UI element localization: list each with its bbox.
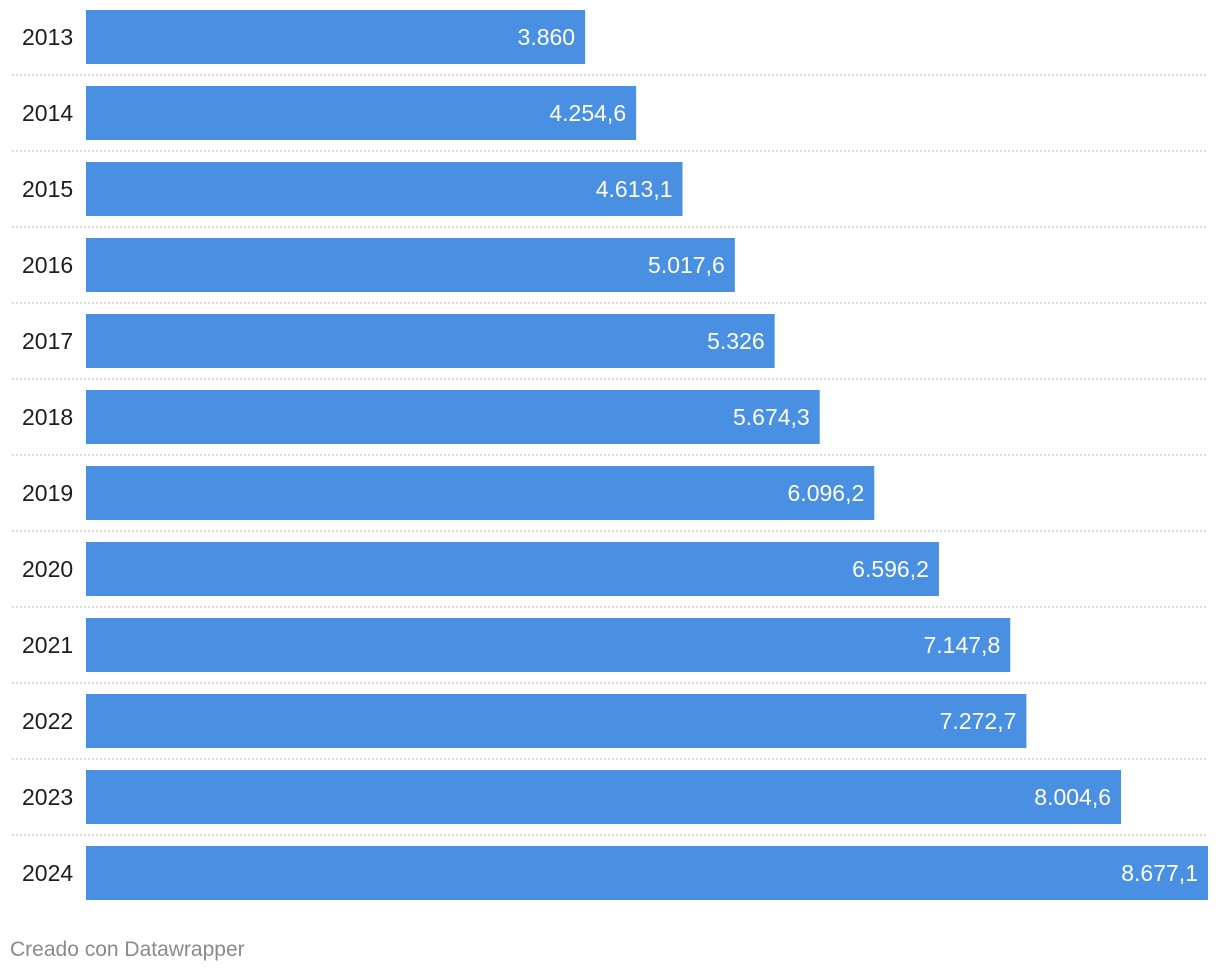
category-label: 2018 — [22, 404, 73, 430]
chart-credit: Creado con Datawrapper — [10, 938, 245, 961]
bar-row: 2021 7.147,8 — [22, 618, 1011, 672]
value-label: 4.254,6 — [549, 100, 626, 126]
bar-row: 2016 5.017,6 — [22, 238, 735, 292]
bar-row: 2017 5.326 — [22, 314, 775, 368]
value-label: 3.860 — [518, 24, 576, 50]
category-label: 2021 — [22, 632, 73, 658]
category-label: 2023 — [22, 784, 73, 810]
category-label: 2019 — [22, 480, 73, 506]
bar — [86, 238, 735, 292]
value-label: 5.326 — [707, 328, 765, 354]
bar — [86, 10, 586, 64]
value-label: 7.272,7 — [940, 708, 1017, 734]
bar-row: 2019 6.096,2 — [22, 466, 875, 520]
value-label: 4.613,1 — [596, 176, 673, 202]
bar-row: 2024 8.677,1 — [22, 846, 1208, 900]
bar — [86, 466, 875, 520]
category-label: 2024 — [22, 860, 73, 886]
value-label: 5.674,3 — [733, 404, 810, 430]
category-label: 2017 — [22, 328, 73, 354]
bar — [86, 846, 1208, 900]
category-label: 2022 — [22, 708, 73, 734]
bar-row: 2014 4.254,6 — [22, 86, 637, 140]
category-label: 2014 — [22, 100, 73, 126]
bar-row: 2015 4.613,1 — [22, 162, 683, 216]
bar-row: 2018 5.674,3 — [22, 390, 820, 444]
bar — [86, 86, 637, 140]
value-label: 8.677,1 — [1121, 860, 1198, 886]
bar-row: 2022 7.272,7 — [22, 694, 1027, 748]
value-label: 8.004,6 — [1034, 784, 1111, 810]
value-label: 5.017,6 — [648, 252, 725, 278]
bar — [86, 542, 939, 596]
bar-row: 2020 6.596,2 — [22, 542, 939, 596]
bar-row: 2013 3.860 — [22, 10, 586, 64]
bar — [86, 694, 1027, 748]
category-label: 2016 — [22, 252, 73, 278]
bar-row: 2023 8.004,6 — [22, 770, 1122, 824]
value-label: 7.147,8 — [924, 632, 1001, 658]
bar — [86, 390, 820, 444]
bar — [86, 162, 683, 216]
category-label: 2015 — [22, 176, 73, 202]
value-label: 6.596,2 — [852, 556, 929, 582]
bar — [86, 314, 775, 368]
bar — [86, 618, 1011, 672]
value-label: 6.096,2 — [788, 480, 865, 506]
category-label: 2013 — [22, 24, 73, 50]
bar-chart: 2013 3.860 2014 4.254,6 2015 4.613,1 2016 5.017… — [12, 10, 1208, 900]
category-label: 2020 — [22, 556, 73, 582]
bar — [86, 770, 1122, 824]
